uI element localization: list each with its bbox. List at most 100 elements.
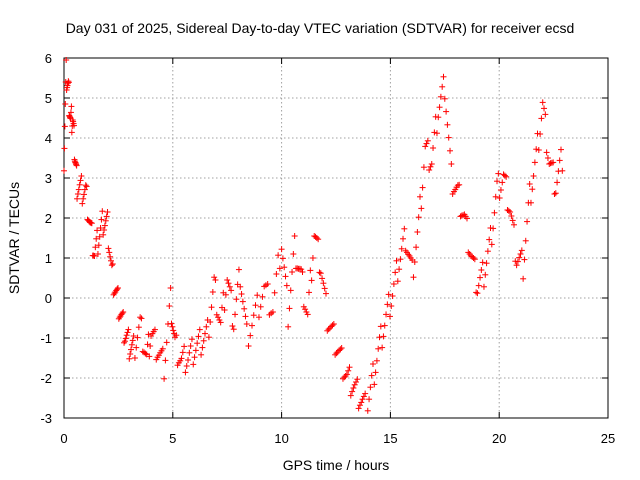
data-point bbox=[146, 353, 153, 360]
data-point bbox=[510, 221, 517, 228]
data-point bbox=[333, 350, 340, 357]
data-point bbox=[522, 237, 529, 244]
data-point bbox=[439, 83, 446, 90]
data-point bbox=[71, 122, 78, 129]
data-point bbox=[285, 323, 292, 330]
y-tick-label: 0 bbox=[45, 291, 52, 306]
data-point bbox=[321, 285, 328, 292]
data-point bbox=[61, 145, 68, 152]
data-point bbox=[486, 236, 493, 243]
data-point bbox=[343, 371, 350, 378]
data-point bbox=[62, 101, 69, 107]
data-point bbox=[460, 212, 467, 219]
data-point bbox=[103, 213, 110, 220]
data-point bbox=[114, 286, 121, 293]
grid bbox=[64, 58, 608, 418]
data-point bbox=[169, 323, 176, 330]
data-point bbox=[137, 314, 144, 321]
y-tick-label: 5 bbox=[45, 91, 52, 106]
data-point bbox=[497, 187, 504, 193]
data-point bbox=[298, 266, 305, 273]
data-point bbox=[424, 137, 431, 144]
data-point bbox=[356, 402, 363, 409]
data-point bbox=[68, 129, 75, 136]
data-point bbox=[533, 146, 540, 153]
data-point bbox=[473, 289, 480, 296]
data-point bbox=[199, 344, 206, 351]
y-tick-label: 3 bbox=[45, 171, 52, 186]
data-point bbox=[128, 346, 135, 353]
data-point bbox=[492, 193, 499, 200]
data-point bbox=[101, 227, 108, 233]
data-point bbox=[443, 108, 450, 115]
data-point bbox=[332, 351, 339, 358]
data-point bbox=[430, 145, 437, 151]
data-point bbox=[325, 326, 332, 333]
data-point bbox=[398, 245, 405, 252]
data-point bbox=[133, 344, 140, 351]
data-point bbox=[416, 193, 423, 200]
data-point bbox=[431, 129, 438, 136]
x-tick-labels: 0 5 10 15 20 25 bbox=[60, 431, 615, 446]
x-tick-label: 20 bbox=[492, 431, 506, 446]
data-point bbox=[508, 213, 515, 219]
data-point bbox=[151, 326, 158, 333]
data-point bbox=[428, 161, 435, 167]
data-point bbox=[247, 332, 254, 339]
data-point bbox=[530, 173, 537, 179]
data-point bbox=[505, 207, 512, 214]
data-point bbox=[257, 303, 264, 310]
data-point bbox=[235, 266, 242, 273]
data-point bbox=[191, 354, 198, 361]
data-point bbox=[368, 372, 375, 379]
data-point bbox=[483, 260, 490, 267]
data-point bbox=[181, 343, 188, 350]
data-point bbox=[100, 231, 107, 238]
data-point bbox=[456, 181, 463, 188]
y-tick-label: 1 bbox=[45, 251, 52, 266]
data-point bbox=[254, 292, 261, 299]
data-point bbox=[349, 388, 356, 395]
data-point bbox=[427, 163, 434, 170]
data-point bbox=[524, 218, 531, 225]
data-point bbox=[307, 267, 314, 274]
data-point bbox=[129, 337, 136, 344]
data-point bbox=[411, 259, 418, 265]
data-point bbox=[542, 111, 549, 118]
data-point bbox=[299, 269, 306, 275]
data-point bbox=[97, 225, 104, 231]
data-point bbox=[381, 322, 388, 329]
data-point bbox=[81, 191, 88, 198]
data-point bbox=[138, 315, 145, 322]
data-point bbox=[484, 248, 491, 255]
data-point bbox=[441, 95, 448, 102]
data-point bbox=[94, 251, 101, 257]
data-point bbox=[185, 357, 192, 363]
data-point bbox=[94, 227, 101, 234]
data-point bbox=[313, 235, 320, 241]
data-point bbox=[423, 140, 430, 147]
data-point bbox=[225, 280, 232, 287]
data-point bbox=[124, 329, 131, 336]
y-tick-label: -3 bbox=[40, 411, 52, 426]
data-point bbox=[435, 114, 442, 121]
data-point bbox=[544, 155, 551, 161]
data-point bbox=[205, 334, 212, 341]
data-point bbox=[202, 330, 209, 337]
data-point bbox=[200, 337, 207, 344]
data-point bbox=[517, 251, 524, 257]
data-point bbox=[282, 273, 289, 280]
data-point bbox=[369, 361, 376, 367]
data-point bbox=[99, 208, 106, 215]
data-point bbox=[88, 220, 95, 227]
data-point bbox=[413, 244, 420, 251]
data-point bbox=[347, 392, 354, 399]
data-point bbox=[222, 291, 229, 298]
data-point bbox=[350, 385, 357, 391]
data-points bbox=[61, 57, 566, 414]
data-point bbox=[537, 131, 544, 137]
data-point bbox=[516, 254, 523, 261]
data-point bbox=[195, 333, 202, 340]
data-point bbox=[531, 159, 538, 166]
data-point bbox=[366, 396, 373, 403]
